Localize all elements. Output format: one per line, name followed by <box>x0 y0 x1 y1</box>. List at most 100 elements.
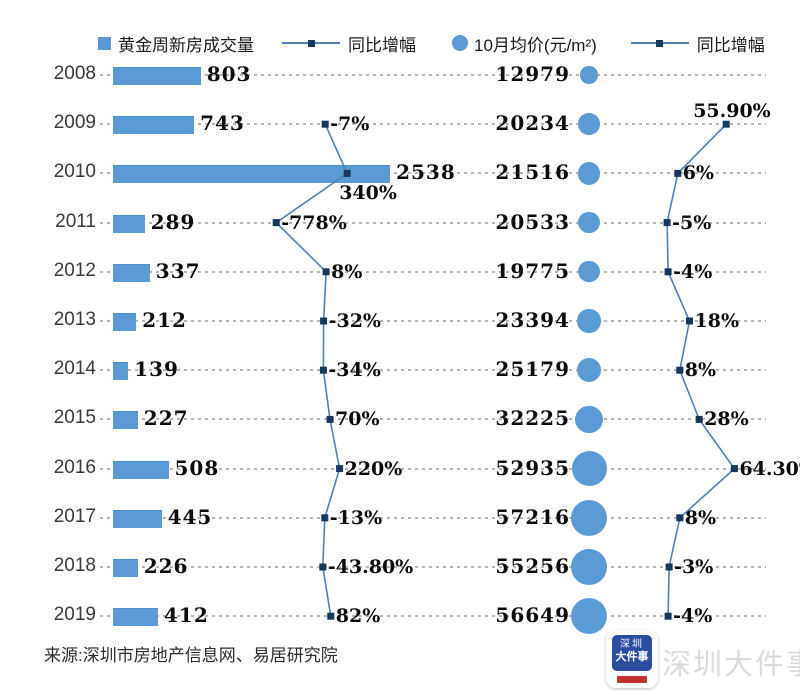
price-bubble <box>570 598 608 635</box>
price-growth-label: 18% <box>694 310 740 332</box>
year-label: 2009 <box>53 112 96 134</box>
gridline <box>100 74 766 76</box>
price-bubble <box>578 211 600 234</box>
price-bubble <box>578 261 600 283</box>
bar-value-label: 139 <box>134 357 179 382</box>
price-growth-label: 6% <box>682 162 715 185</box>
transaction-bar <box>113 608 158 627</box>
gridline <box>100 320 766 322</box>
year-label: 2018 <box>53 555 96 576</box>
volume-growth-label: 220% <box>344 457 403 480</box>
transaction-bar <box>113 313 137 331</box>
price-growth-label: 8% <box>684 506 717 529</box>
price-label: 52935 <box>495 455 570 480</box>
year-label: 2016 <box>53 456 96 478</box>
logo-blue-tile: 深圳 大件事 <box>612 635 652 671</box>
price-label: 23394 <box>495 308 570 332</box>
transaction-bar <box>113 165 391 184</box>
gridline <box>100 516 766 519</box>
volume-growth-label: 340% <box>339 182 397 205</box>
price-label: 19775 <box>495 258 570 283</box>
gridline <box>100 615 766 618</box>
volume-growth-label: -43.80% <box>327 556 414 578</box>
price-growth-label: -4% <box>673 605 713 628</box>
transaction-bar <box>113 362 129 381</box>
transaction-bar <box>113 509 162 528</box>
price-label: 12979 <box>495 62 570 86</box>
year-label: 2013 <box>53 309 96 330</box>
bar-value-label: 226 <box>143 554 189 578</box>
price-growth-label: -3% <box>674 556 714 578</box>
price-growth-label: 55.90% <box>693 100 771 123</box>
transaction-bar <box>113 263 150 282</box>
logo-text-line1: 深圳 <box>620 639 644 650</box>
bar-value-label: 212 <box>142 308 187 332</box>
line-marker-icon <box>307 39 315 47</box>
bar-value-label: 445 <box>167 504 213 529</box>
price-bubble <box>577 309 601 333</box>
legend: 黄金周新房成交量 同比增幅 10月均价(元/m²) 同比增幅 <box>98 32 765 55</box>
price-label: 25179 <box>495 357 570 382</box>
price-label: 57216 <box>495 504 570 529</box>
bar-value-label: 337 <box>155 258 201 283</box>
volume-growth-label: -7% <box>330 113 370 136</box>
year-label: 2011 <box>55 210 96 232</box>
price-bubble <box>577 162 601 185</box>
source-note: 来源:深圳市房地产信息网、易居研究院 <box>44 646 338 665</box>
price-growth-label: -4% <box>673 260 713 283</box>
year-label: 2015 <box>53 407 96 429</box>
bar-value-label: 508 <box>174 455 220 480</box>
price-label: 55256 <box>495 554 570 578</box>
price-label: 20533 <box>495 209 570 234</box>
volume-growth-label: -778% <box>281 211 347 234</box>
price-bubble <box>580 66 598 84</box>
line-legend-icon-1 <box>282 39 340 47</box>
bar-value-label: 743 <box>200 111 245 136</box>
line2-legend-label: 同比增幅 <box>696 35 765 55</box>
price-label: 32225 <box>495 406 570 431</box>
gridline <box>100 418 766 421</box>
bar-value-label: 289 <box>150 209 196 234</box>
logo-red-banner <box>617 676 647 683</box>
gridline <box>100 467 766 470</box>
year-label: 2012 <box>53 259 96 281</box>
volume-growth-label: -32% <box>328 310 381 332</box>
bar-legend-label: 黄金周新房成交量 <box>118 35 254 55</box>
transaction-bar <box>113 214 145 233</box>
transaction-bar <box>113 411 138 430</box>
price-growth-label: -5% <box>672 211 712 234</box>
gridline <box>100 221 766 224</box>
shenzhen-dajianshi-logo: 深圳 大件事 <box>606 630 658 688</box>
price-label: 20234 <box>495 111 570 136</box>
price-bubble <box>578 113 600 135</box>
price-bubble <box>570 499 608 536</box>
gridline <box>100 566 766 568</box>
price-bubble <box>571 549 607 585</box>
gridline <box>100 123 766 126</box>
bar-value-label: 2538 <box>396 160 456 185</box>
transaction-bar <box>113 559 138 577</box>
price-label: 21516 <box>495 160 570 185</box>
year-label: 2017 <box>53 505 96 527</box>
price-bubble <box>571 451 607 487</box>
transaction-bar <box>113 67 201 85</box>
price-growth-label: 28% <box>704 408 749 431</box>
line1-legend-label: 同比增幅 <box>348 35 416 55</box>
gridline <box>100 270 766 273</box>
line-legend-icon-2 <box>630 39 689 47</box>
volume-growth-label: -34% <box>328 359 381 382</box>
year-label: 2014 <box>53 358 96 380</box>
volume-growth-label: 70% <box>335 408 380 431</box>
gridline <box>100 172 766 175</box>
volume-growth-label: 8% <box>331 260 363 283</box>
bar-value-label: 803 <box>206 62 252 86</box>
price-growth-label: 8% <box>684 359 717 382</box>
bar-value-label: 412 <box>164 603 209 628</box>
year-label: 2019 <box>53 604 96 626</box>
year-label: 2010 <box>53 161 96 183</box>
price-bubble <box>575 405 603 434</box>
price-growth-label: 64.30% <box>739 457 800 480</box>
